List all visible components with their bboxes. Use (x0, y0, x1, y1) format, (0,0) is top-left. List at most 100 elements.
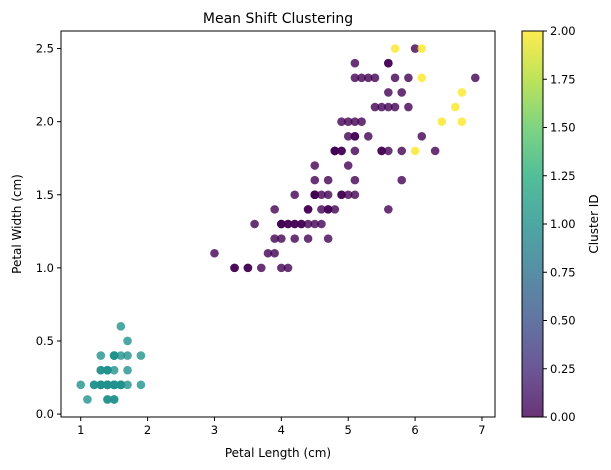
y-tick-label: 1.0 (36, 261, 54, 275)
data-point-cluster-1 (83, 395, 92, 404)
data-point-cluster-0 (263, 248, 273, 258)
data-point-cluster-0 (417, 131, 427, 141)
data-point-cluster-1 (136, 380, 146, 390)
colorbar-tick-label: 1.00 (550, 217, 576, 231)
chart-title: Mean Shift Clustering (203, 11, 353, 27)
data-point-cluster-0 (337, 117, 346, 126)
data-point-cluster-0 (397, 175, 407, 185)
colorbar-tick-label: 0.25 (550, 362, 576, 376)
data-point-cluster-0 (303, 205, 313, 214)
data-point-cluster-0 (377, 146, 386, 156)
data-point-cluster-0 (290, 219, 300, 229)
data-point-cluster-1 (76, 380, 86, 390)
data-point-cluster-1 (123, 351, 132, 360)
data-point-cluster-0 (343, 131, 353, 141)
y-tick-label: 0.0 (36, 407, 54, 421)
data-point-cluster-0 (384, 88, 393, 97)
data-point-cluster-0 (390, 73, 400, 83)
x-tick-label: 2 (144, 423, 151, 437)
colorbar-axis: 0.00 0.25 0.50 0.75 1.00 1.25 1.50 1.75 2.00 (543, 24, 576, 424)
data-point-cluster-0 (343, 190, 353, 200)
data-point-cluster-0 (410, 44, 420, 53)
colorbar-tick-label: 0.50 (550, 314, 576, 328)
x-axis: 1 2 3 4 5 6 7 (77, 417, 486, 437)
data-point-cluster-0 (250, 219, 259, 229)
plot-frame (60, 30, 496, 418)
data-point-cluster-0 (270, 205, 279, 214)
colorbar-tick-label: 1.50 (550, 121, 576, 135)
data-point-cluster-0 (363, 131, 373, 141)
data-point-cluster-2 (410, 146, 420, 156)
y-tick-label: 1.5 (36, 188, 54, 202)
data-point-cluster-2 (437, 117, 447, 126)
data-point-cluster-0 (290, 190, 300, 200)
data-point-cluster-0 (377, 102, 386, 112)
data-point-cluster-2 (417, 73, 427, 83)
data-point-cluster-0 (323, 205, 333, 214)
data-point-cluster-0 (350, 190, 360, 200)
data-point-cluster-0 (337, 146, 346, 156)
y-axis: 0.0 0.5 1.0 1.5 2.0 2.5 (36, 42, 61, 421)
data-point-cluster-1 (123, 380, 132, 390)
y-axis-label: Petal Width (cm) (10, 174, 24, 274)
data-point-cluster-0 (310, 190, 320, 200)
x-tick-label: 5 (345, 423, 352, 437)
data-point-cluster-1 (109, 365, 119, 375)
data-point-cluster-0 (350, 58, 360, 68)
data-point-cluster-0 (310, 161, 320, 170)
colorbar-label: Cluster ID (587, 194, 601, 253)
data-point-cluster-0 (277, 219, 286, 229)
data-point-cluster-0 (210, 248, 219, 258)
y-tick-label: 2.0 (36, 115, 54, 129)
data-point-cluster-1 (89, 380, 99, 390)
data-point-cluster-1 (103, 365, 112, 375)
data-point-cluster-0 (323, 234, 333, 243)
colorbar-tick-label: 0.00 (550, 410, 576, 424)
data-point-cluster-0 (430, 146, 440, 156)
x-tick-label: 3 (211, 423, 218, 437)
data-point-cluster-2 (450, 102, 460, 112)
data-point-cluster-0 (310, 219, 320, 229)
data-point-cluster-0 (350, 73, 360, 83)
data-point-cluster-0 (343, 117, 353, 126)
data-point-cluster-2 (390, 44, 400, 53)
data-point-cluster-0 (330, 205, 340, 214)
data-point-cluster-0 (470, 73, 480, 83)
data-point-cluster-0 (256, 263, 266, 273)
data-point-cluster-1 (116, 351, 126, 360)
data-point-cluster-0 (270, 248, 279, 258)
data-point-cluster-0 (343, 161, 353, 170)
colorbar-tick-label: 0.75 (550, 265, 576, 279)
data-point-cluster-0 (404, 102, 413, 112)
data-point-cluster-0 (384, 102, 393, 112)
data-point-cluster-0 (303, 234, 313, 243)
data-point-cluster-0 (283, 263, 293, 273)
data-point-cluster-0 (350, 146, 360, 156)
data-point-cluster-1 (109, 395, 119, 404)
x-tick-label: 7 (478, 423, 485, 437)
points-layer (76, 44, 480, 404)
data-point-cluster-0 (317, 190, 326, 200)
data-point-cluster-0 (297, 219, 306, 229)
data-point-cluster-0 (317, 219, 326, 229)
y-tick-label: 0.5 (36, 334, 54, 348)
data-point-cluster-0 (370, 102, 380, 112)
data-point-cluster-0 (384, 146, 393, 156)
data-point-cluster-0 (317, 205, 326, 214)
data-point-cluster-1 (109, 351, 119, 360)
data-point-cluster-0 (363, 73, 373, 83)
colorbar-tick-label: 1.75 (550, 72, 576, 86)
x-tick-label: 1 (77, 423, 84, 437)
data-point-cluster-0 (277, 263, 286, 273)
data-point-cluster-0 (230, 263, 239, 273)
colorbar-tick-label: 1.25 (550, 169, 576, 183)
data-point-cluster-0 (350, 175, 360, 185)
data-point-cluster-0 (370, 73, 380, 83)
data-point-cluster-1 (116, 380, 126, 390)
data-point-cluster-1 (109, 380, 119, 390)
data-point-cluster-0 (270, 234, 279, 243)
data-point-cluster-2 (457, 88, 467, 97)
data-point-cluster-0 (303, 219, 313, 229)
x-axis-label: Petal Length (cm) (225, 446, 331, 460)
data-point-cluster-0 (404, 73, 413, 83)
